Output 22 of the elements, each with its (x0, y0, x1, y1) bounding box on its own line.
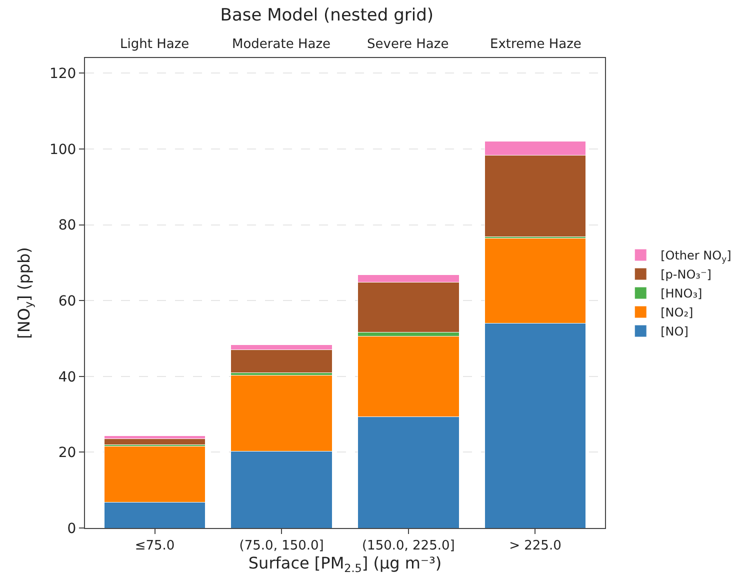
text: Severe Haze (367, 37, 449, 52)
text: Extreme Haze (490, 37, 582, 52)
legend-label: [p-NO₃⁻] (660, 268, 712, 282)
text: Moderate Haze (232, 37, 331, 52)
y-tick-label: 80 (58, 218, 76, 234)
y-tick-label: 100 (49, 142, 76, 158)
y-tick-label: 60 (58, 293, 76, 310)
legend-label: [NO] (660, 324, 688, 339)
x-tick-label: ≤75.0 (134, 538, 175, 554)
y-tick-label: 120 (49, 66, 76, 82)
x-tick-label: > 225.0 (509, 538, 562, 554)
y-tick-label: 20 (58, 445, 76, 462)
x-tick-label: (75.0, 150.0] (239, 538, 324, 554)
x-axis-title: Surface [PM$_{2.5}$] (μg m⁻³) (248, 554, 442, 575)
y-tick-label: 0 (67, 520, 76, 537)
legend-label: [HNO₃] (660, 286, 702, 301)
x-tick-label: (150.0, 225.0] (362, 538, 455, 554)
legend-label: [Other NO$_{y}$] (660, 248, 732, 264)
text: Light Haze (120, 37, 190, 52)
legend-label: [NO₂] (660, 306, 694, 320)
y-tick-label: 40 (58, 369, 76, 386)
chart-title: Base Model (nested grid) (220, 6, 434, 26)
